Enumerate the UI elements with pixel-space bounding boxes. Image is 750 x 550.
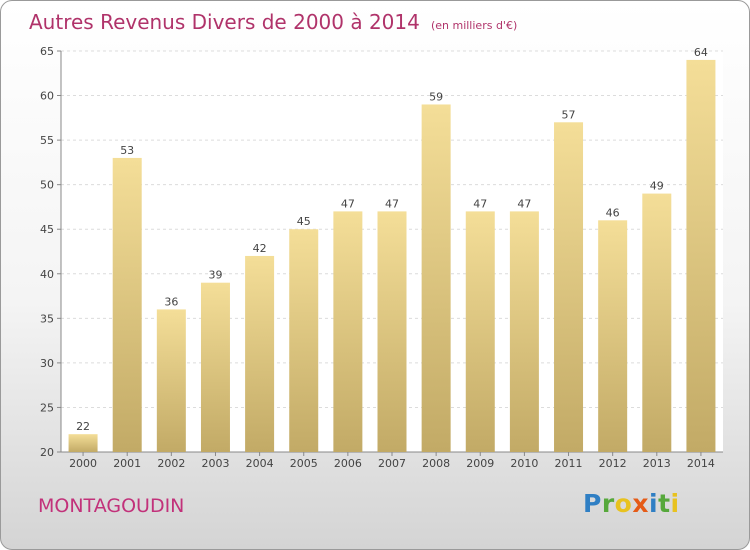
bar-value-label: 46 (606, 206, 620, 219)
bar-value-label: 49 (650, 180, 664, 193)
bar-2010 (509, 211, 539, 452)
bar-2001 (112, 157, 142, 452)
bar-2006 (333, 211, 363, 452)
bar-value-label: 36 (164, 295, 178, 308)
y-tick-label: 60 (40, 90, 54, 103)
y-tick-label: 35 (40, 312, 54, 325)
x-tick-label: 2011 (555, 457, 583, 470)
x-tick-label: 2007 (378, 457, 406, 470)
bar-value-label: 47 (517, 197, 531, 210)
bar-2014 (686, 59, 716, 453)
proxiti-logo: Proxiti (583, 489, 680, 518)
y-tick-label: 65 (40, 45, 54, 58)
bar-2004 (245, 255, 275, 452)
x-tick-label: 2013 (643, 457, 671, 470)
bar-value-label: 64 (694, 46, 708, 59)
x-tick-label: 2001 (113, 457, 141, 470)
x-tick-label: 2008 (422, 457, 450, 470)
bar-2009 (465, 211, 495, 452)
y-tick-label: 55 (40, 134, 54, 147)
y-tick-label: 25 (40, 401, 54, 414)
bar-value-label: 47 (473, 197, 487, 210)
chart-title: Autres Revenus Divers de 2000 à 2014 (en… (29, 10, 517, 34)
bar-value-label: 39 (208, 269, 222, 282)
x-tick-label: 2003 (201, 457, 229, 470)
bar-2013 (642, 193, 672, 453)
bar-2003 (200, 282, 230, 452)
bar-value-label: 22 (76, 420, 90, 433)
y-tick-label: 30 (40, 357, 54, 370)
bar-2012 (598, 220, 628, 452)
y-tick-label: 45 (40, 223, 54, 236)
y-tick-label: 50 (40, 179, 54, 192)
bar-2011 (554, 122, 584, 453)
place-name: MONTAGOUDIN (38, 495, 185, 517)
x-tick-label: 2006 (334, 457, 362, 470)
chart-title-main: Autres Revenus Divers de 2000 à 2014 (29, 10, 420, 34)
bar-value-label: 53 (120, 144, 134, 157)
x-tick-label: 2012 (599, 457, 627, 470)
bar-value-label: 45 (297, 215, 311, 228)
bar-value-label: 42 (253, 242, 267, 255)
bar-2008 (421, 104, 451, 452)
x-tick-label: 2004 (246, 457, 274, 470)
x-tick-label: 2000 (69, 457, 97, 470)
chart-title-unit: (en milliers d'€) (430, 19, 518, 32)
x-tick-label: 2010 (510, 457, 538, 470)
bar-value-label: 47 (385, 197, 399, 210)
x-tick-label: 2009 (466, 457, 494, 470)
bar-value-label: 47 (341, 197, 355, 210)
x-tick-label: 2002 (157, 457, 185, 470)
bar-value-label: 57 (562, 108, 576, 121)
y-tick-label: 20 (40, 446, 54, 459)
bar-2007 (377, 211, 407, 452)
x-tick-label: 2005 (290, 457, 318, 470)
bar-value-label: 59 (429, 90, 443, 103)
y-tick-label: 40 (40, 268, 54, 281)
x-tick-label: 2014 (687, 457, 715, 470)
bar-2002 (156, 309, 186, 452)
bar-2000 (68, 434, 98, 452)
bar-2005 (289, 229, 319, 452)
